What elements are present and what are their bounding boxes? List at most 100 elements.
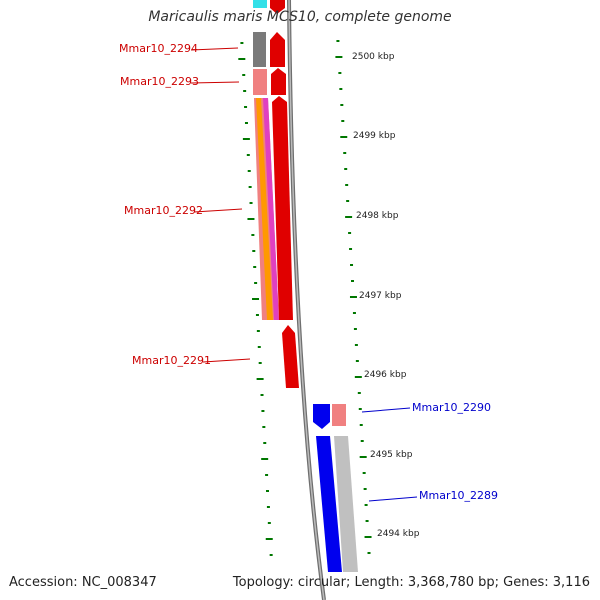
scale-tick-right: [359, 456, 367, 458]
gene-mmar10-2292[interactable]: [272, 96, 293, 320]
scale-tick-right: [359, 424, 363, 426]
map-title: Maricaulis maris MCS10, complete genome: [148, 9, 452, 25]
gene-label-mmar10-2294[interactable]: Mmar10_2294: [119, 42, 198, 55]
scale-tick-right: [335, 56, 343, 58]
scale-label-2494: 2494 kbp: [377, 529, 420, 539]
scale-tick-left: [266, 506, 270, 508]
scale-tick-left: [247, 218, 255, 220]
leader-mmar10-2289: [368, 496, 418, 502]
scale-tick-right: [364, 504, 368, 506]
scale-tick-right: [343, 152, 347, 154]
scale-tick-right: [349, 296, 357, 298]
leader-mmar10-2291: [202, 358, 251, 363]
scale-tick-left: [256, 378, 264, 380]
top-cyan-feature[interactable]: [253, 0, 267, 8]
scale-tick-right: [354, 344, 358, 346]
scale-label-2497: 2497 kbp: [359, 291, 402, 301]
scale-tick-left: [238, 58, 246, 60]
scale-tick-right: [365, 520, 369, 522]
gene-gray-segment-top: [253, 32, 266, 67]
scale-tick-right: [336, 40, 340, 42]
gene-mmar10-2292-magenta: [263, 98, 279, 320]
scale-tick-right: [364, 536, 372, 538]
scale-tick-left: [262, 426, 266, 428]
scale-tick-left: [243, 90, 247, 92]
scale-tick-left: [267, 522, 271, 524]
scale-tick-left: [266, 490, 269, 492]
scale-tick-left: [244, 122, 248, 124]
gene-label-mmar10-2290[interactable]: Mmar10_2290: [412, 401, 491, 414]
scale-tick-left: [247, 170, 251, 172]
scale-tick-right: [352, 312, 356, 314]
scale-tick-right: [351, 280, 354, 282]
scale-tick-right: [349, 248, 353, 250]
scale-tick-left: [257, 346, 261, 348]
gene-mmar10-2291[interactable]: [282, 325, 299, 388]
scale-tick-right: [367, 552, 371, 554]
gene-mmar10-2290-pink: [332, 404, 346, 426]
gene-mmar10-2293-pink: [253, 69, 267, 95]
scale-tick-left: [253, 266, 257, 268]
scale-tick-left: [254, 282, 258, 284]
gene-mmar10-2289-gray: [334, 436, 358, 572]
scale-tick-right: [350, 264, 354, 266]
scale-tick-left: [265, 474, 269, 476]
genome-backbone: [287, 0, 326, 600]
gene-mmar10-2292-orange: [256, 98, 273, 320]
leader-mmar10-2293: [190, 81, 240, 84]
scale-tick-right: [363, 488, 367, 490]
scale-tick-right: [354, 376, 362, 378]
scale-tick-left: [269, 554, 273, 556]
gene-mmar10-2289[interactable]: [316, 436, 342, 572]
scale-tick-right: [338, 72, 342, 74]
scale-tick-right: [340, 136, 348, 138]
scale-tick-left: [248, 186, 252, 188]
scale-tick-left: [246, 154, 250, 156]
scale-tick-left: [258, 362, 262, 364]
leader-mmar10-2294: [190, 47, 239, 51]
gene-label-mmar10-2289[interactable]: Mmar10_2289: [419, 489, 498, 502]
scale-label-2500: 2500 kbp: [352, 52, 395, 62]
scale-tick-left: [244, 106, 248, 108]
scale-tick-right: [339, 88, 343, 90]
gene-label-mmar10-2293[interactable]: Mmar10_2293: [120, 75, 199, 88]
scale-tick-left: [261, 458, 269, 460]
scale-tick-left: [251, 234, 255, 236]
scale-tick-left: [242, 74, 246, 76]
gene-label-mmar10-2291[interactable]: Mmar10_2291: [132, 354, 211, 367]
gene-mmar10-2293[interactable]: [271, 68, 286, 95]
scale-tick-left: [242, 138, 250, 140]
genome-summary-text: Topology: circular; Length: 3,368,780 bp…: [232, 575, 590, 590]
scale-tick-left: [256, 330, 260, 332]
scale-tick-left: [263, 442, 267, 444]
scale-tick-right: [362, 472, 366, 474]
scale-tick-right: [355, 360, 359, 362]
scale-label-2495: 2495 kbp: [370, 450, 413, 460]
scale-tick-right: [346, 200, 350, 202]
scale-tick-right: [341, 120, 345, 122]
scale-tick-left: [249, 202, 253, 204]
scale-ticks: [238, 40, 372, 556]
scale-tick-right: [345, 216, 353, 218]
scale-label-2499: 2499 kbp: [353, 131, 396, 141]
scale-tick-left: [261, 410, 265, 412]
scale-tick-left: [240, 42, 244, 44]
scale-tick-right: [360, 440, 364, 442]
scale-tick-left: [252, 298, 260, 300]
scale-tick-left: [260, 394, 264, 396]
gene-label-mmar10-2292[interactable]: Mmar10_2292: [124, 204, 203, 217]
accession-text: Accession: NC_008347: [9, 575, 157, 590]
scale-tick-right: [353, 328, 357, 330]
scale-tick-left: [255, 314, 259, 316]
leader-mmar10-2290: [361, 407, 411, 413]
leader-mmar10-2292: [193, 208, 243, 213]
scale-tick-right: [357, 392, 361, 394]
gene-mmar10-2294[interactable]: [270, 32, 285, 67]
scale-tick-right: [340, 104, 344, 106]
scale-tick-right: [358, 408, 362, 410]
scale-label-2496: 2496 kbp: [364, 370, 407, 380]
scale-tick-left: [252, 250, 256, 252]
gene-mmar10-2290[interactable]: [313, 404, 330, 429]
scale-tick-right: [348, 232, 352, 234]
